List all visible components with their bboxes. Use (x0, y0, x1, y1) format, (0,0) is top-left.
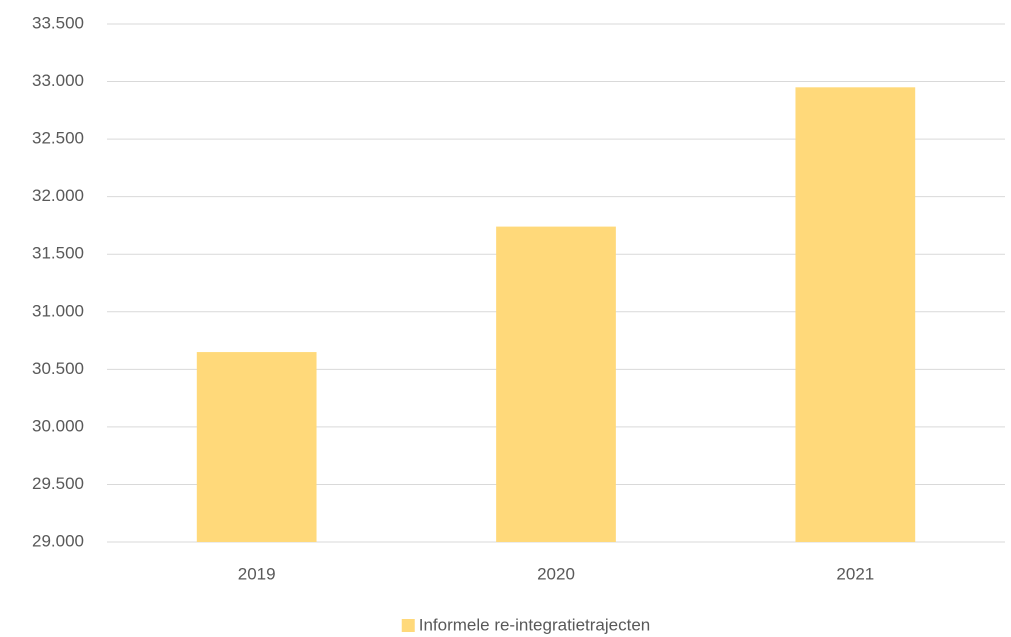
bar (496, 226, 616, 542)
legend-label: Informele re-integratietrajecten (419, 615, 651, 634)
x-tick-label: 2021 (836, 564, 874, 583)
y-tick-label: 33.500 (32, 13, 84, 32)
y-tick-label: 32.500 (32, 129, 84, 148)
x-tick-label: 2020 (537, 564, 575, 583)
y-tick-label: 33.000 (32, 71, 84, 90)
x-tick-label: 2019 (238, 564, 276, 583)
y-tick-label: 31.000 (32, 301, 84, 320)
bar (196, 352, 317, 542)
y-tick-label: 29.000 (32, 531, 84, 550)
y-tick-label: 29.500 (32, 474, 84, 493)
y-tick-label: 31.500 (32, 244, 84, 263)
legend-swatch (401, 619, 415, 632)
bar (795, 87, 916, 543)
y-tick-label: 30.000 (32, 416, 84, 435)
y-tick-label: 30.500 (32, 359, 84, 378)
y-tick-label: 32.000 (32, 186, 84, 205)
